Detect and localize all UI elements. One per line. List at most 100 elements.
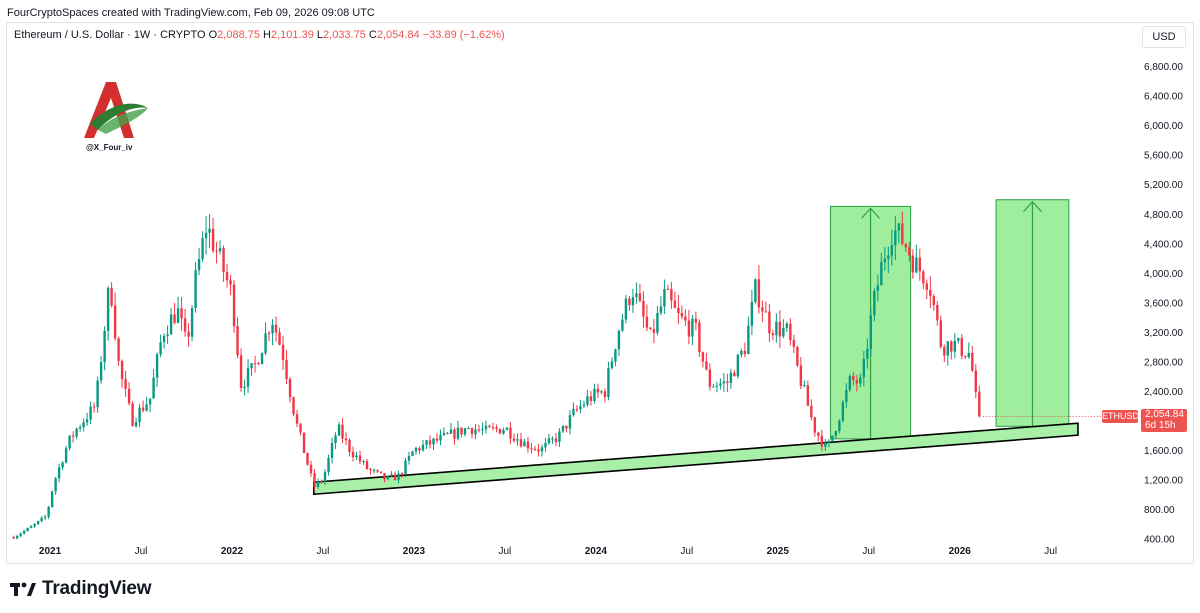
candle[interactable] [635,293,638,298]
candle[interactable] [967,352,970,358]
candle[interactable] [883,258,887,263]
candle[interactable] [449,429,453,434]
candle[interactable] [729,372,733,384]
candle[interactable] [243,386,246,388]
candle[interactable] [113,305,117,339]
candle[interactable] [502,429,505,434]
candle[interactable] [365,461,369,469]
candle[interactable] [932,296,936,306]
candle[interactable] [141,407,145,411]
candle[interactable] [120,360,124,380]
candle[interactable] [491,427,495,429]
candle[interactable] [414,447,418,452]
candle[interactable] [393,474,397,481]
candle[interactable] [593,388,596,401]
candle[interactable] [320,481,323,483]
candle[interactable] [803,385,806,387]
candle[interactable] [810,405,813,418]
candle[interactable] [558,431,561,442]
candle[interactable] [309,464,313,474]
candle[interactable] [306,453,309,465]
candle[interactable] [351,451,355,458]
candle[interactable] [750,301,754,326]
candle[interactable] [859,377,862,384]
candle[interactable] [677,307,680,314]
candle[interactable] [106,287,110,331]
candle[interactable] [747,325,750,355]
candle[interactable] [376,470,379,472]
candle[interactable] [757,279,761,308]
candle[interactable] [96,380,99,408]
candle[interactable] [596,388,600,393]
candle[interactable] [768,311,771,334]
candle[interactable] [519,439,523,447]
candle[interactable] [547,438,551,444]
candle[interactable] [208,228,211,233]
candle[interactable] [82,422,85,428]
candle[interactable] [827,440,831,444]
candle[interactable] [904,244,908,248]
candle[interactable] [894,230,897,246]
candle[interactable] [369,468,372,471]
candle[interactable] [61,462,64,468]
candle[interactable] [775,321,778,336]
candle[interactable] [673,300,677,308]
candle[interactable] [617,330,621,350]
candle[interactable] [953,340,957,352]
candle[interactable] [656,312,659,333]
candle[interactable] [649,327,652,330]
candle[interactable] [264,333,267,354]
candle[interactable] [344,438,348,440]
candle[interactable] [512,438,516,441]
candle[interactable] [820,435,824,447]
candle[interactable] [383,473,386,480]
candle[interactable] [614,349,617,362]
currency-button[interactable]: USD [1142,26,1186,48]
candle[interactable] [92,406,96,408]
candle[interactable] [418,447,421,451]
candle[interactable] [78,427,82,429]
tradingview-brand[interactable]: TradingView [10,578,152,600]
candle[interactable] [806,385,810,406]
candle[interactable] [432,438,435,445]
candle[interactable] [103,330,106,363]
candle[interactable] [754,279,757,302]
candle[interactable] [481,429,484,431]
candle[interactable] [327,457,330,473]
candle[interactable] [348,439,351,452]
candle[interactable] [694,318,698,323]
candle[interactable] [974,370,977,392]
candle[interactable] [852,375,855,380]
candle[interactable] [456,427,460,439]
candle[interactable] [488,425,491,428]
candle[interactable] [855,379,859,384]
candle[interactable] [407,455,411,461]
candle[interactable] [509,427,512,439]
candle[interactable] [36,520,40,525]
candle[interactable] [71,435,75,437]
candle[interactable] [845,389,848,403]
candle[interactable] [834,430,838,436]
candle[interactable] [127,388,131,404]
candle[interactable] [712,386,715,388]
candle[interactable] [505,427,509,430]
candle[interactable] [75,428,78,437]
candle[interactable] [477,429,481,431]
candle[interactable] [911,255,915,273]
candle[interactable] [131,403,134,427]
candle[interactable] [624,298,628,320]
candle[interactable] [362,461,365,463]
candle[interactable] [925,283,929,290]
candle[interactable] [372,470,376,472]
candle[interactable] [862,358,866,378]
candle[interactable] [705,361,708,370]
candle[interactable] [869,315,873,350]
candle[interactable] [446,432,449,434]
candle[interactable] [313,473,316,487]
candle[interactable] [334,435,337,444]
candle[interactable] [260,353,264,365]
candle[interactable] [411,451,414,456]
candle[interactable] [218,248,222,252]
candle[interactable] [194,270,197,309]
candle[interactable] [516,439,519,441]
